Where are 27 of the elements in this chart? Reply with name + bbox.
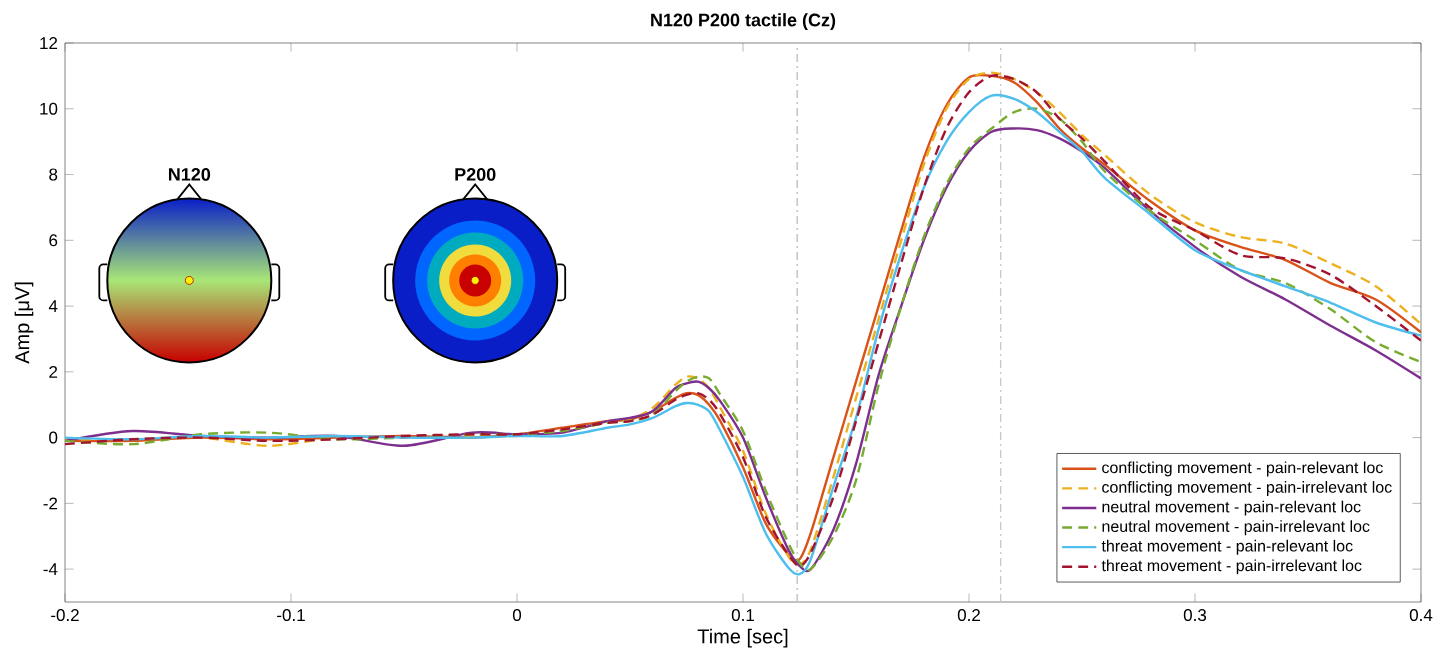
y-tick-label: 4 bbox=[48, 300, 58, 312]
x-axis-title: Time [sec] bbox=[697, 628, 788, 648]
x-tick-label: 0.3 bbox=[1183, 609, 1207, 622]
y-tick-label: 6 bbox=[49, 234, 58, 247]
y-tick-label: -4 bbox=[43, 563, 58, 575]
y-tick-label: 2 bbox=[49, 365, 58, 378]
y-tick-label: 8 bbox=[49, 168, 58, 181]
legend-label: neutral movement - pain-irrelevant loc bbox=[1102, 520, 1370, 536]
annotation: P200 bbox=[455, 168, 496, 181]
legend-label: threat movement - pain-relevant loc bbox=[1101, 539, 1353, 555]
x-tick-label: 0.1 bbox=[731, 609, 754, 622]
legend-label: neutral movement - pain-relevant loc bbox=[1102, 500, 1361, 516]
y-tick-label: 0 bbox=[49, 431, 58, 444]
chart-title: N120 P200 tactile (Cz) bbox=[651, 13, 836, 30]
y-tick-label: -2 bbox=[43, 497, 58, 510]
x-tick-label: 0.4 bbox=[1409, 609, 1433, 622]
x-tick-label: -0.2 bbox=[51, 609, 79, 622]
y-tick-label: 12 bbox=[40, 37, 58, 49]
annotation: N120 bbox=[168, 168, 211, 181]
y-tick-label: 10 bbox=[40, 102, 58, 115]
legend-label: conflicting movement - pain-irrelevant loc bbox=[1102, 481, 1392, 496]
legend-label: conflicting movement - pain-relevant loc bbox=[1102, 461, 1383, 477]
legend-label: threat movement - pain-irrelevant loc bbox=[1101, 559, 1362, 575]
x-tick-label: -0.1 bbox=[277, 609, 305, 622]
x-tick-label: 0 bbox=[512, 609, 522, 622]
x-tick-label: 0.2 bbox=[957, 609, 980, 622]
y-axis-title: Amp [μV] bbox=[14, 282, 34, 364]
